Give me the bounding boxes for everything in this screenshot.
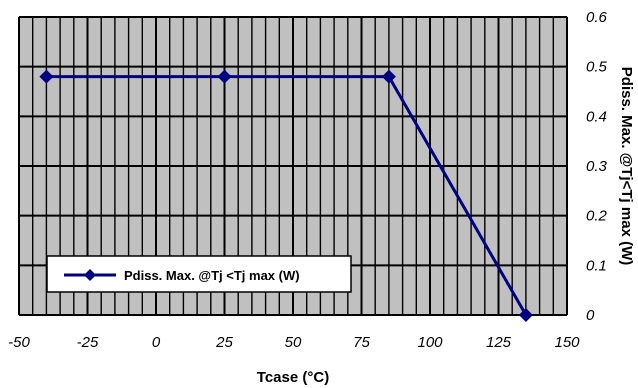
data-point-marker [518,308,533,322]
legend: Pdiss. Max. @Tj <Tj max (W) [46,255,352,293]
data-point-marker [381,69,396,84]
series-markers [39,69,533,322]
legend-label: Pdiss. Max. @Tj <Tj max (W) [124,268,300,283]
y-tick-label: 0.2 [586,208,608,225]
x-tick-label: 0 [152,334,161,351]
y-axis-ticks: 0 0.1 0.2 0.3 0.4 0.5 0.6 [586,9,608,324]
x-tick-label: 75 [353,334,370,351]
y-tick-label: 0.4 [586,108,607,125]
series-line [46,75,528,316]
y-tick-label: 0.1 [586,257,607,274]
x-tick-label: 25 [215,334,233,351]
x-tick-label: 125 [486,334,512,351]
y-tick-label: 0.5 [586,59,608,76]
x-axis-ticks: -50 -25 0 25 50 75 100 125 150 [8,334,580,351]
y-tick-label: 0.6 [586,9,608,26]
x-tick-label: 50 [285,334,302,351]
series-polyline [46,75,528,316]
data-point-marker [39,69,54,84]
y-tick-label: 0 [586,307,595,324]
x-tick-label: -50 [8,334,30,351]
x-tick-label: 100 [417,334,443,351]
x-tick-label: -25 [77,334,99,351]
x-axis-title: Tcase (°C) [257,369,329,386]
y-axis-title: Pdiss. Max. @Tj<Tj max (W) [618,67,635,265]
data-point-marker [217,69,232,84]
y-tick-label: 0.3 [586,158,608,175]
legend-marker [84,269,96,281]
x-tick-label: 150 [554,334,580,351]
